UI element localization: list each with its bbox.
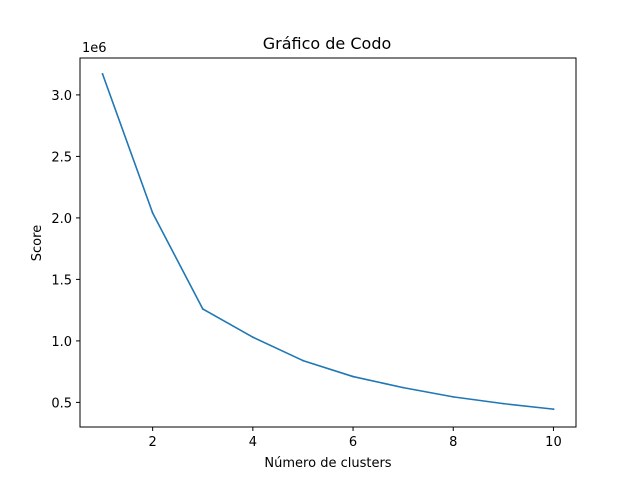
data-point — [101, 73, 104, 75]
y-tick-label: 2.5 — [51, 150, 72, 165]
data-point — [452, 395, 455, 398]
plot-frame — [79, 57, 577, 428]
data-point — [251, 336, 254, 339]
y-offset-label: 1e6 — [82, 41, 107, 56]
y-tick-label: 3.0 — [51, 89, 72, 104]
x-tick-label: 10 — [545, 435, 562, 450]
chart-title: Gráfico de Codo — [263, 34, 392, 53]
y-axis-label: Score — [30, 225, 45, 261]
data-point — [402, 386, 405, 389]
ticks-layer: 2 4 6 8 10 0.5 1.0 1.5 2.0 2.5 3.0 — [51, 89, 561, 450]
x-tick-label: 2 — [149, 435, 157, 450]
data-point — [151, 212, 154, 214]
data-point — [201, 308, 204, 310]
x-axis-label: Número de clusters — [264, 456, 391, 471]
series-line — [101, 72, 555, 411]
data-point — [552, 408, 555, 411]
x-tick-label: 8 — [449, 435, 457, 450]
y-tick-label: 2.0 — [51, 212, 72, 227]
y-tick-label: 1.0 — [51, 335, 72, 350]
data-point — [502, 402, 505, 405]
x-tick-label: 4 — [249, 435, 257, 450]
y-tick-label: 1.5 — [51, 273, 72, 288]
y-tick-label: 0.5 — [51, 396, 72, 411]
x-tick-label: 6 — [349, 435, 357, 450]
data-point — [352, 375, 354, 378]
series-layer — [101, 72, 555, 411]
data-point — [302, 359, 304, 362]
